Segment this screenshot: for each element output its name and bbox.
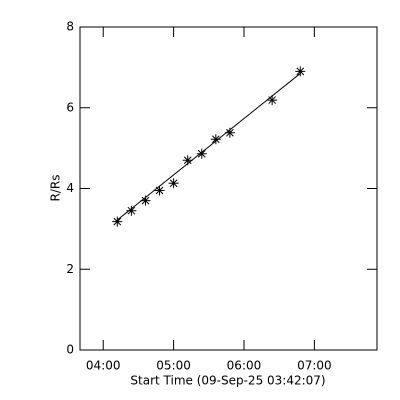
x-tick-label: 05:00 bbox=[156, 359, 191, 373]
data-point bbox=[154, 185, 165, 196]
data-point bbox=[126, 205, 137, 216]
data-point bbox=[224, 127, 235, 138]
y-tick-label: 6 bbox=[66, 100, 74, 114]
x-tick-label: 04:00 bbox=[86, 359, 121, 373]
data-point bbox=[140, 195, 151, 206]
data-point bbox=[210, 134, 221, 145]
data-point bbox=[295, 66, 306, 77]
x-tick-label: 06:00 bbox=[227, 359, 262, 373]
x-tick-label: 07:00 bbox=[297, 359, 332, 373]
data-point bbox=[196, 148, 207, 159]
y-tick-label: 0 bbox=[66, 343, 74, 357]
data-point bbox=[182, 155, 193, 166]
data-point bbox=[168, 178, 179, 189]
y-tick-label: 8 bbox=[66, 20, 74, 34]
data-point bbox=[112, 216, 123, 227]
y-tick-label: 4 bbox=[66, 181, 74, 195]
y-axis-label: R/Rs bbox=[49, 175, 63, 202]
plot-frame bbox=[79, 26, 378, 351]
y-tick-label: 2 bbox=[66, 262, 74, 276]
data-point bbox=[267, 95, 278, 106]
fit-line bbox=[116, 73, 301, 221]
x-axis-label: Start Time (09-Sep-25 03:42:07) bbox=[130, 374, 325, 388]
